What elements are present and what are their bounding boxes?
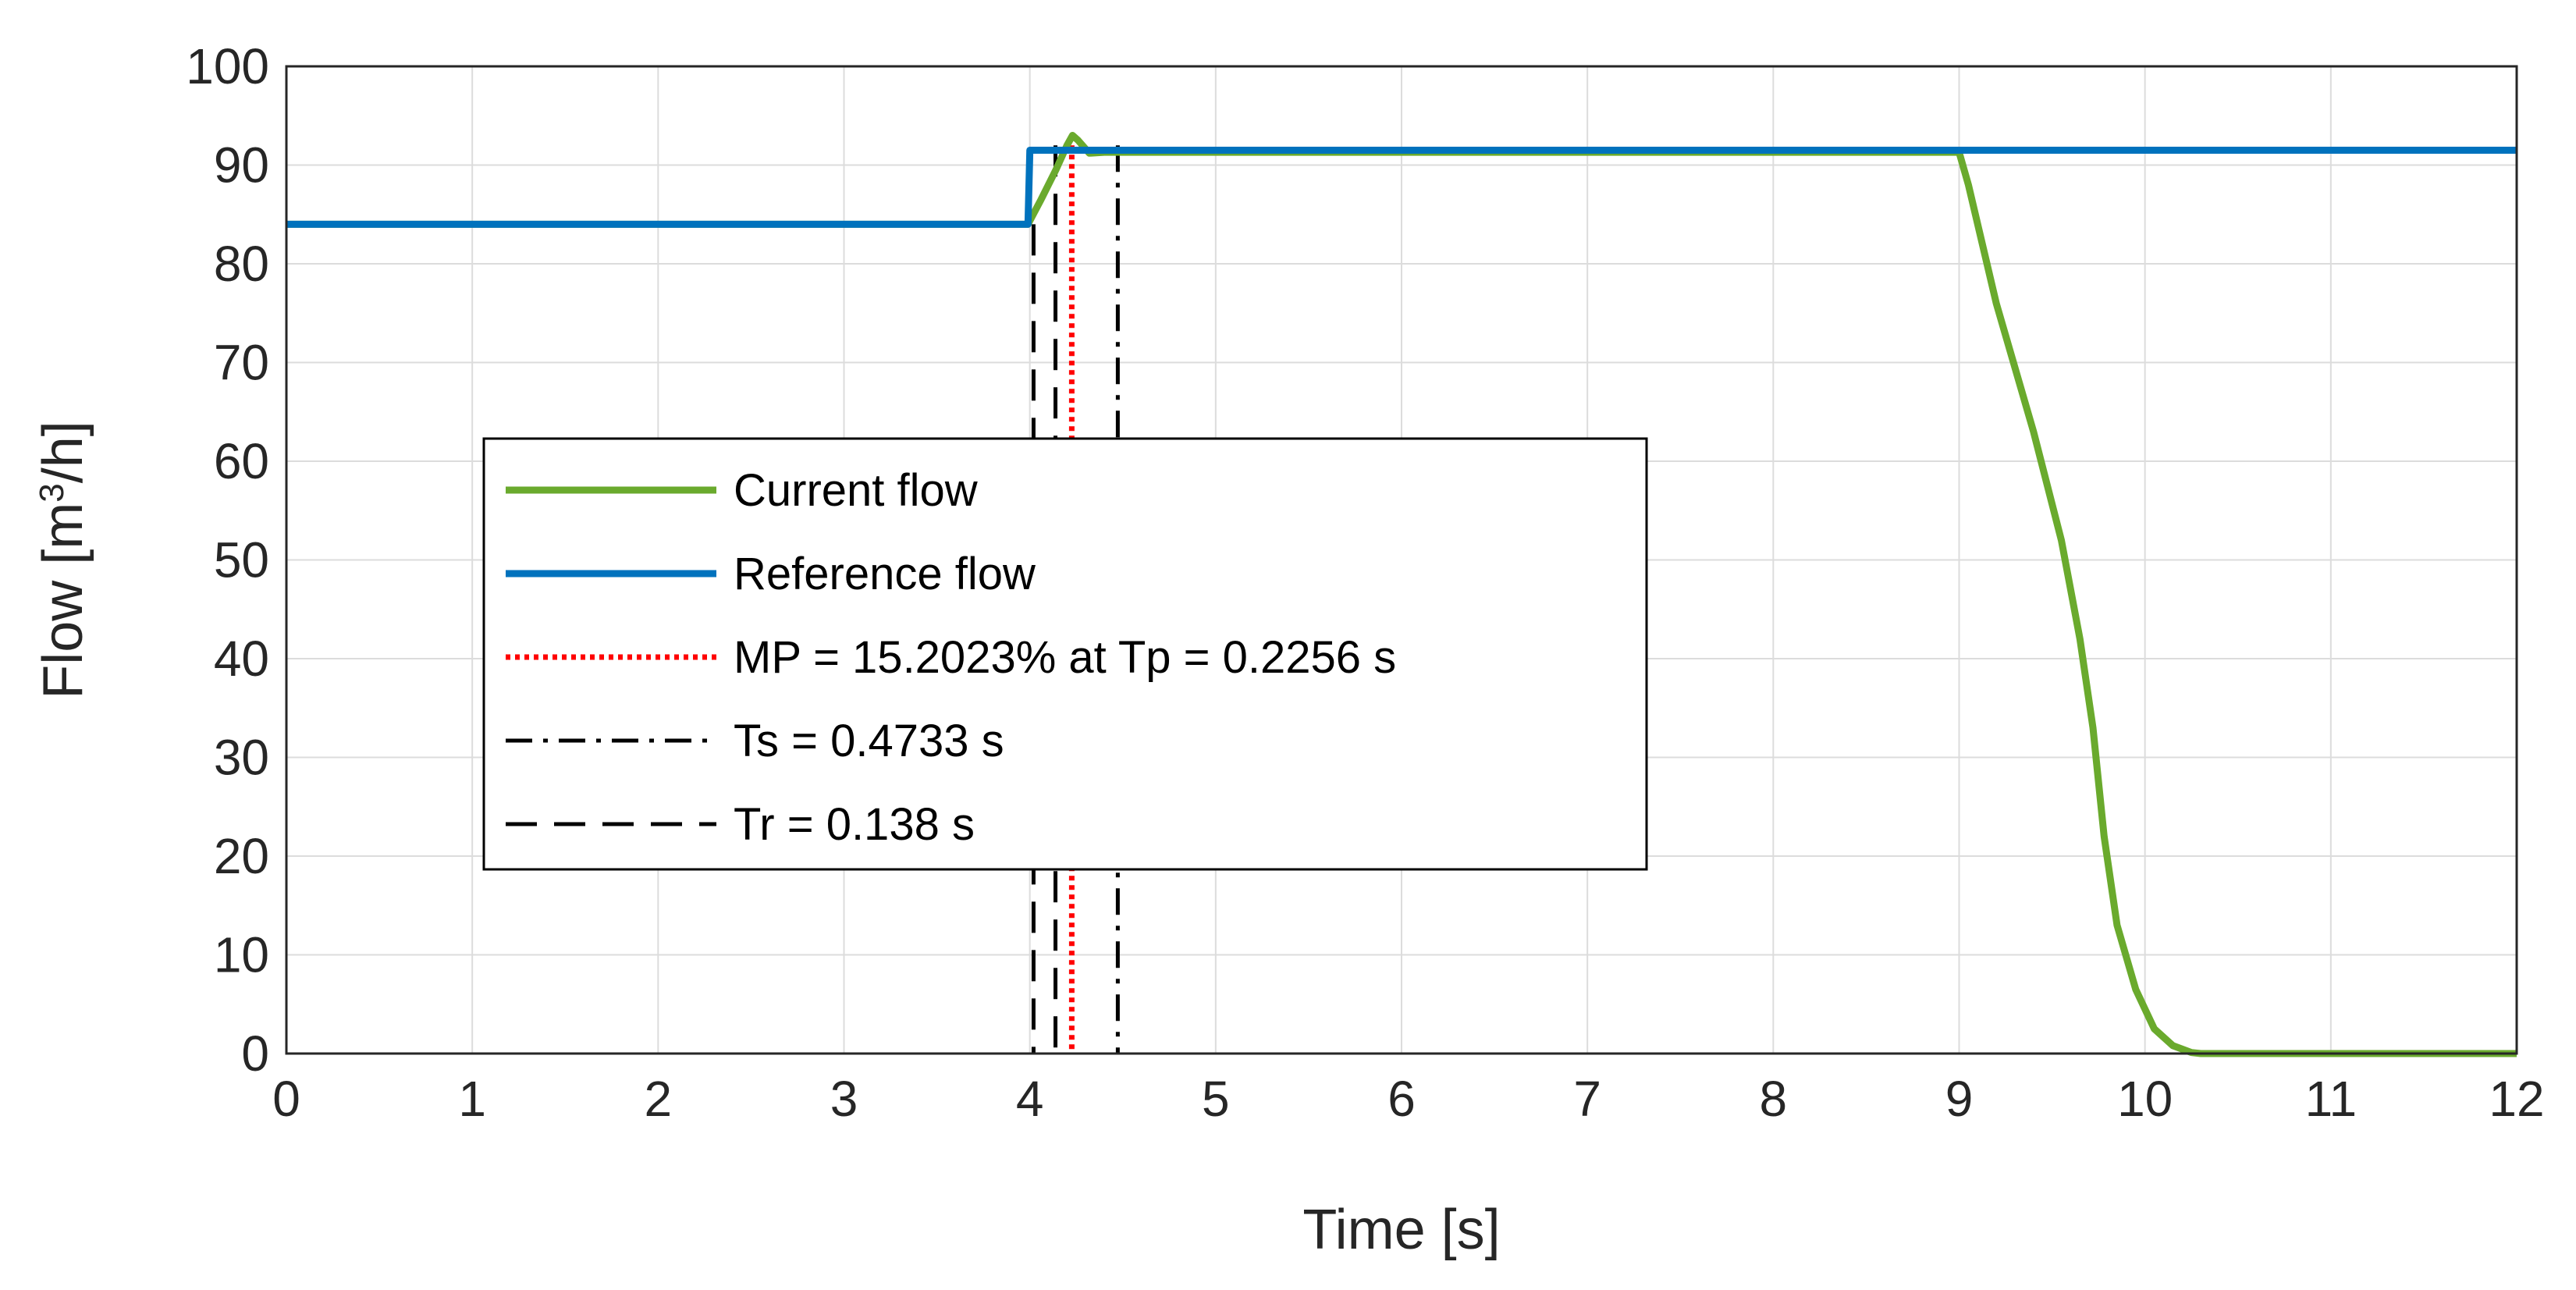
x-tick-label: 9 bbox=[1945, 1071, 1974, 1127]
plot-frame bbox=[285, 65, 2518, 1055]
legend-entry: MP = 15.2023% at Tp = 0.2256 s bbox=[734, 632, 1396, 683]
y-tick-label: 100 bbox=[186, 38, 269, 94]
series-lines bbox=[286, 132, 2517, 1057]
y-axis-label: Flow [m3/h] bbox=[32, 421, 94, 699]
y-tick-label: 80 bbox=[214, 236, 269, 292]
y-tick-label: 60 bbox=[214, 433, 269, 489]
y-tick-label: 40 bbox=[214, 631, 269, 687]
y-tick-labels: 0 10 20 30 40 50 60 70 80 90 100 bbox=[186, 38, 269, 1082]
x-tick-label: 3 bbox=[830, 1071, 858, 1127]
legend-entry: Reference flow bbox=[734, 549, 1036, 599]
x-tick-label: 12 bbox=[2489, 1071, 2544, 1127]
x-tick-label: 8 bbox=[1760, 1071, 1788, 1127]
x-tick-label: 5 bbox=[1202, 1071, 1230, 1127]
legend-entry: Tr = 0.138 s bbox=[734, 799, 975, 850]
y-tick-label: 30 bbox=[214, 730, 269, 786]
y-axis-label-tail: /h] bbox=[32, 421, 94, 483]
x-tick-labels: 0 1 2 3 4 5 6 7 8 9 10 11 12 bbox=[272, 1071, 2544, 1127]
y-axis-label-superscript: 3 bbox=[33, 483, 71, 502]
x-tick-label: 0 bbox=[272, 1071, 300, 1127]
x-tick-label: 1 bbox=[458, 1071, 486, 1127]
y-tick-label: 10 bbox=[214, 927, 269, 983]
x-axis-label: Time [s] bbox=[1302, 1199, 1500, 1261]
x-tick-label: 10 bbox=[2117, 1071, 2173, 1127]
legend-box bbox=[482, 437, 1648, 871]
x-tick-label: 2 bbox=[645, 1071, 673, 1127]
y-tick-label: 0 bbox=[241, 1025, 269, 1082]
x-tick-label: 4 bbox=[1016, 1071, 1044, 1127]
y-tick-label: 70 bbox=[214, 335, 269, 391]
x-tick-label: 11 bbox=[2305, 1071, 2357, 1127]
y-tick-label: 50 bbox=[214, 532, 269, 588]
x-tick-label: 7 bbox=[1573, 1071, 1601, 1127]
y-tick-label: 20 bbox=[214, 828, 269, 884]
series-line bbox=[286, 132, 2517, 1057]
legend-entry: Ts = 0.4733 s bbox=[734, 716, 1004, 766]
y-axis-label-base: Flow [m bbox=[32, 503, 94, 699]
series-line bbox=[286, 147, 2517, 228]
legend-entry: Current flow bbox=[734, 465, 979, 516]
x-tick-label: 6 bbox=[1387, 1071, 1416, 1127]
y-tick-label: 90 bbox=[214, 137, 269, 194]
legend: Current flow Reference flow MP = 15.2023% … bbox=[482, 437, 1648, 871]
